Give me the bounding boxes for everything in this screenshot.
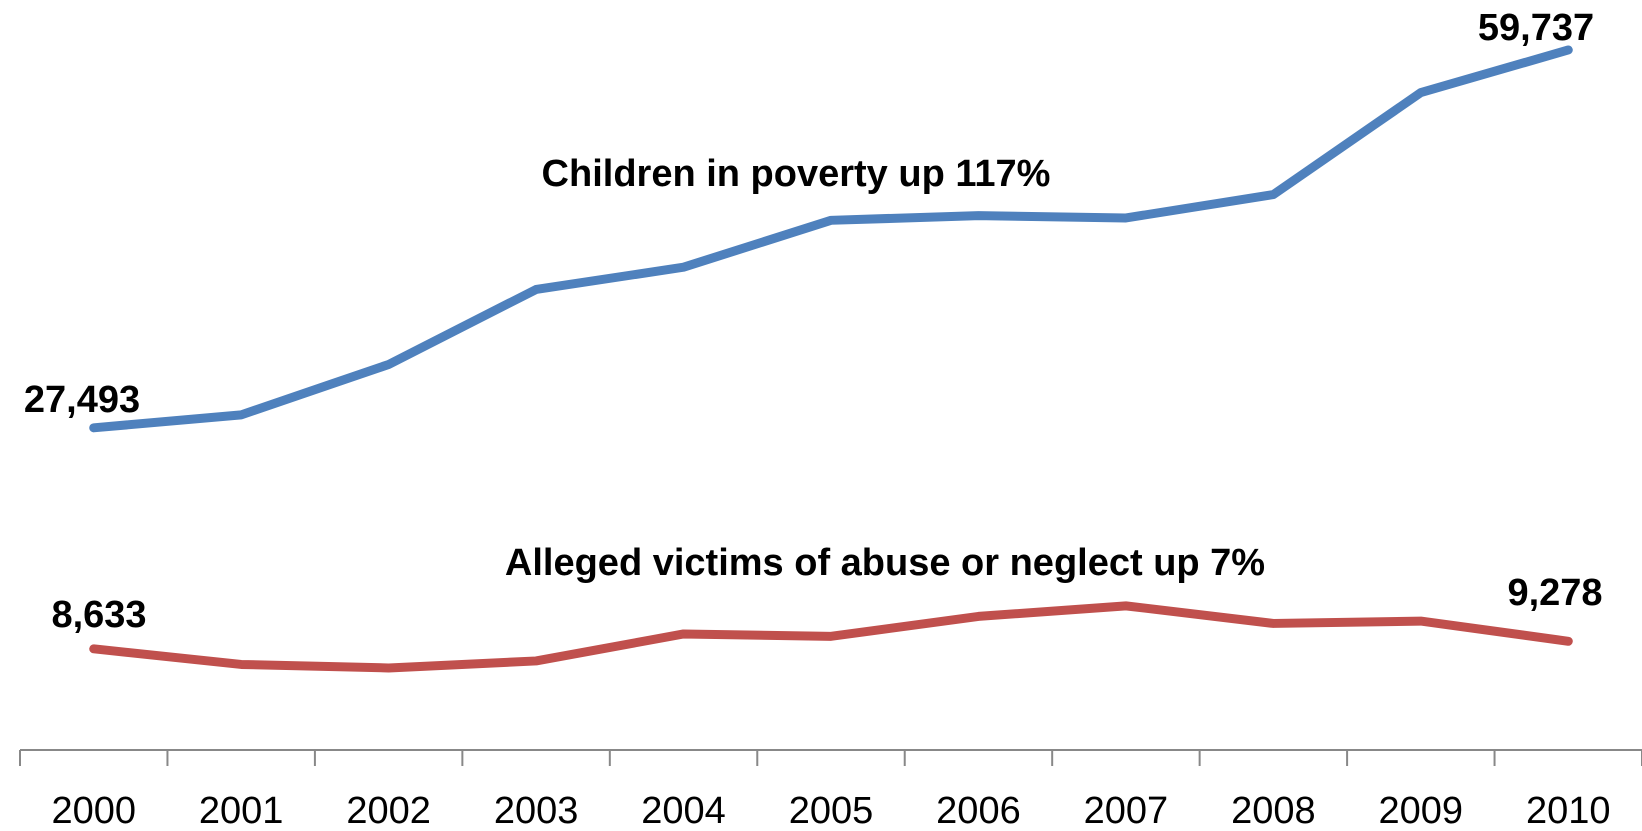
series-line-alleged-victims	[89, 601, 1573, 673]
x-tick-label-2008: 2008	[1231, 790, 1316, 831]
data-label-victims-2010: 9,278	[1507, 572, 1602, 614]
x-tick-label-2006: 2006	[936, 790, 1021, 831]
x-tick-label-2005: 2005	[789, 790, 874, 831]
x-axis-ticks	[19, 750, 1642, 766]
x-tick-label-2010: 2010	[1526, 790, 1611, 831]
x-tick-label-2001: 2001	[199, 790, 284, 831]
x-tick-label-2000: 2000	[51, 790, 136, 831]
x-tick-label-2002: 2002	[346, 790, 431, 831]
x-tick-label-2003: 2003	[494, 790, 579, 831]
x-tick-label-2007: 2007	[1084, 790, 1169, 831]
x-tick-label-2004: 2004	[641, 790, 726, 831]
series-line-children-in-poverty	[89, 45, 1573, 433]
x-tick-label-2009: 2009	[1379, 790, 1464, 831]
x-axis-tick-labels: 2000 2001 2002 2003 2004 2005 2006 2007 2008 2009…	[51, 790, 1610, 831]
annotation-children-in-poverty: Children in poverty up 117%	[542, 153, 1051, 195]
data-label-victims-2000: 8,633	[51, 594, 146, 636]
data-label-poverty-2000: 27,493	[24, 379, 140, 421]
data-label-poverty-2010: 59,737	[1478, 7, 1594, 49]
annotation-alleged-victims: Alleged victims of abuse or neglect up 7…	[505, 542, 1265, 584]
